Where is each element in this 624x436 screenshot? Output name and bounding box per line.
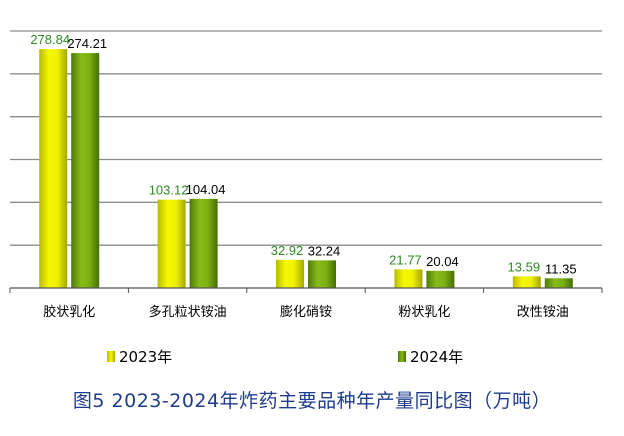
data-label: 20.04 xyxy=(426,254,459,269)
legend-swatch-2024 xyxy=(398,350,406,362)
gridlines xyxy=(10,30,602,246)
legend-swatch-2023 xyxy=(107,350,115,362)
data-label: 104.04 xyxy=(186,182,226,197)
x-tick-label: 改性铵油 xyxy=(517,305,569,320)
bar-2023 xyxy=(512,276,541,288)
bar-2024 xyxy=(71,53,100,289)
data-label: 21.77 xyxy=(389,252,422,267)
bar-2023 xyxy=(394,269,423,288)
legend-label-2023: 2023年 xyxy=(119,347,173,366)
legend-label-2024: 2024年 xyxy=(410,347,464,366)
x-tick-label: 多孔粒状铵油 xyxy=(149,304,227,320)
x-tick-labels: 胶状乳化 多孔粒状铵油 膨化硝铵 粉状乳化 改性铵油 xyxy=(43,304,569,320)
bar-2023 xyxy=(276,259,304,288)
bars xyxy=(39,49,573,289)
x-tick-label: 粉状乳化 xyxy=(398,305,450,320)
x-axis xyxy=(9,287,603,293)
legend-item-2024: 2024年 xyxy=(398,346,463,366)
legend-item-2023: 2023年 xyxy=(107,346,172,366)
bar-2024 xyxy=(189,198,218,288)
bar-2024 xyxy=(308,260,336,288)
data-label: 11.35 xyxy=(545,261,577,276)
bar-2023 xyxy=(39,49,68,288)
bar-2024 xyxy=(544,278,573,288)
data-label: 103.12 xyxy=(149,183,189,198)
bar-2023 xyxy=(157,199,186,288)
bar-2024 xyxy=(426,270,455,288)
data-label: 274.21 xyxy=(67,36,107,51)
data-label: 278.84 xyxy=(30,32,70,47)
figure-caption: 图5 2023-2024年炸药主要品种年产量同比图（万吨） xyxy=(72,390,552,412)
data-label: 32.92 xyxy=(271,243,304,258)
x-tick-label: 胶状乳化 xyxy=(43,304,95,320)
data-label: 32.24 xyxy=(308,243,341,258)
data-label: 13.59 xyxy=(508,259,541,274)
x-tick-label: 膨化硝铵 xyxy=(280,305,332,320)
